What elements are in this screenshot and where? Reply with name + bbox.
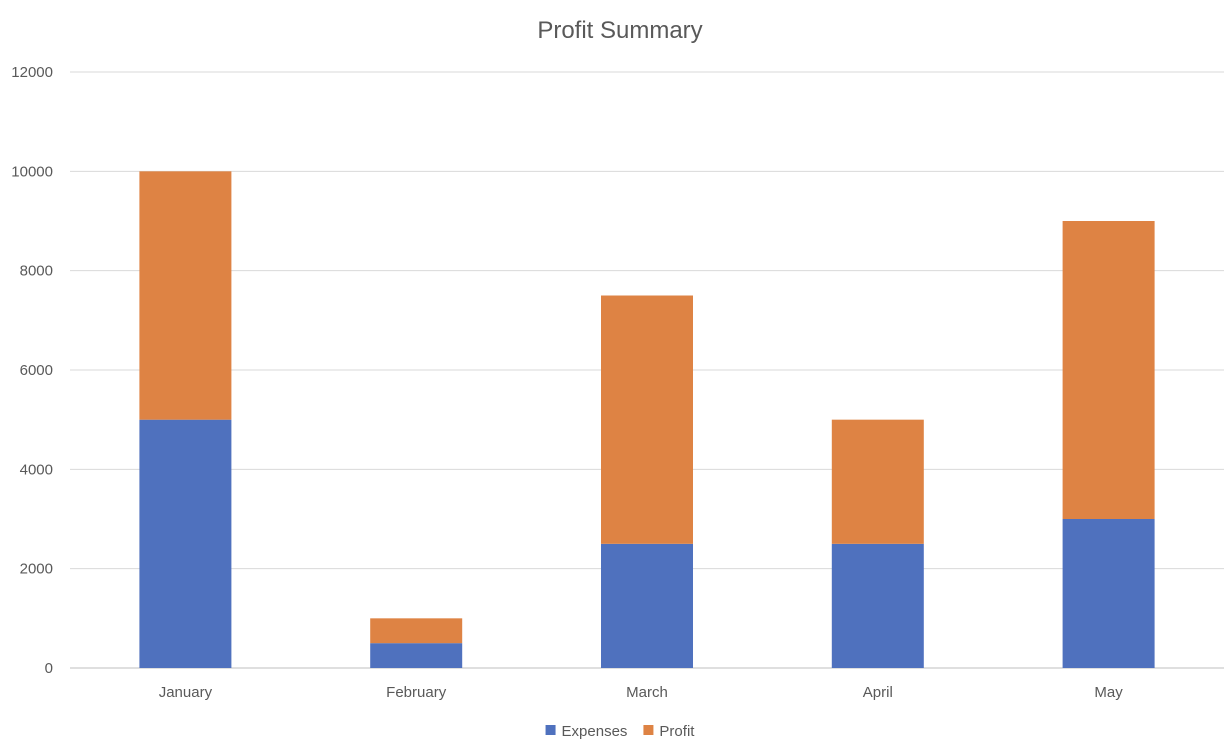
legend-label: Expenses	[562, 723, 628, 740]
y-tick-label: 0	[45, 660, 53, 677]
x-tick-label: April	[863, 684, 893, 701]
x-axis-ticks: January February March April May	[159, 684, 1124, 701]
y-tick-label: 10000	[11, 163, 53, 180]
y-tick-label: 2000	[20, 561, 53, 578]
x-tick-label: January	[159, 684, 213, 701]
y-tick-label: 6000	[20, 362, 53, 379]
legend-swatch	[643, 725, 654, 735]
bar-profit-may	[1062, 221, 1155, 519]
y-axis-ticks: 0 2000 4000 6000 8000 10000 12000	[11, 64, 53, 677]
chart-title: Profit Summary	[537, 17, 702, 44]
bar-expenses-april	[831, 543, 924, 668]
legend-label: Profit	[659, 723, 695, 740]
bar-expenses-january	[139, 419, 232, 668]
x-tick-label: March	[626, 684, 668, 701]
bar-profit-february	[370, 618, 463, 644]
legend-item-expenses: Expenses	[545, 723, 628, 740]
bar-profit-january	[139, 171, 232, 420]
y-tick-label: 12000	[11, 64, 53, 81]
bar-expenses-may	[1062, 519, 1155, 668]
bar-profit-march	[601, 295, 693, 544]
bars	[139, 171, 1155, 668]
x-tick-label: February	[386, 684, 447, 701]
bar-expenses-february	[370, 643, 463, 668]
y-tick-label: 8000	[20, 263, 53, 280]
legend-swatch	[545, 725, 556, 735]
bar-profit-april	[831, 419, 924, 544]
legend: Expenses Profit	[545, 723, 695, 740]
x-tick-label: May	[1094, 684, 1123, 701]
legend-item-profit: Profit	[643, 723, 695, 740]
y-tick-label: 4000	[20, 461, 53, 478]
bar-expenses-march	[601, 543, 693, 668]
